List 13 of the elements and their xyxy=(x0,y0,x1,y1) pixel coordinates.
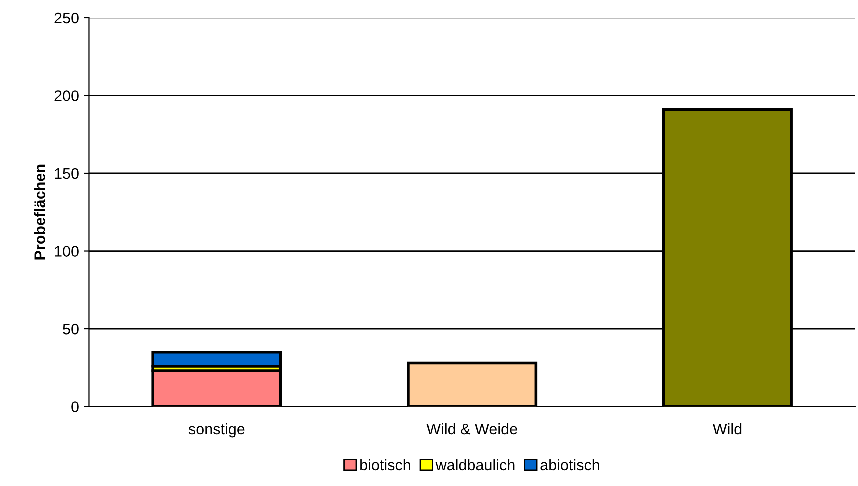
x-tick-label: sonstige xyxy=(188,423,245,438)
legend-label: biotisch xyxy=(360,459,410,471)
legend-label: abiotisch xyxy=(540,459,600,471)
legend-label: waldbaulich xyxy=(436,459,515,471)
y-tick-label: 200 xyxy=(54,90,79,102)
y-tick-label: 100 xyxy=(55,246,79,257)
y-axis-title: Probeflächen xyxy=(34,164,46,260)
y-tick-label: 0 xyxy=(72,402,79,412)
y-tick-label: 250 xyxy=(54,12,79,24)
y-tick-label: 50 xyxy=(63,324,79,335)
x-tick-label: Wild & Weide xyxy=(426,423,518,435)
y-tick-label: 150 xyxy=(55,168,79,180)
x-tick-label: Wild xyxy=(712,423,742,435)
